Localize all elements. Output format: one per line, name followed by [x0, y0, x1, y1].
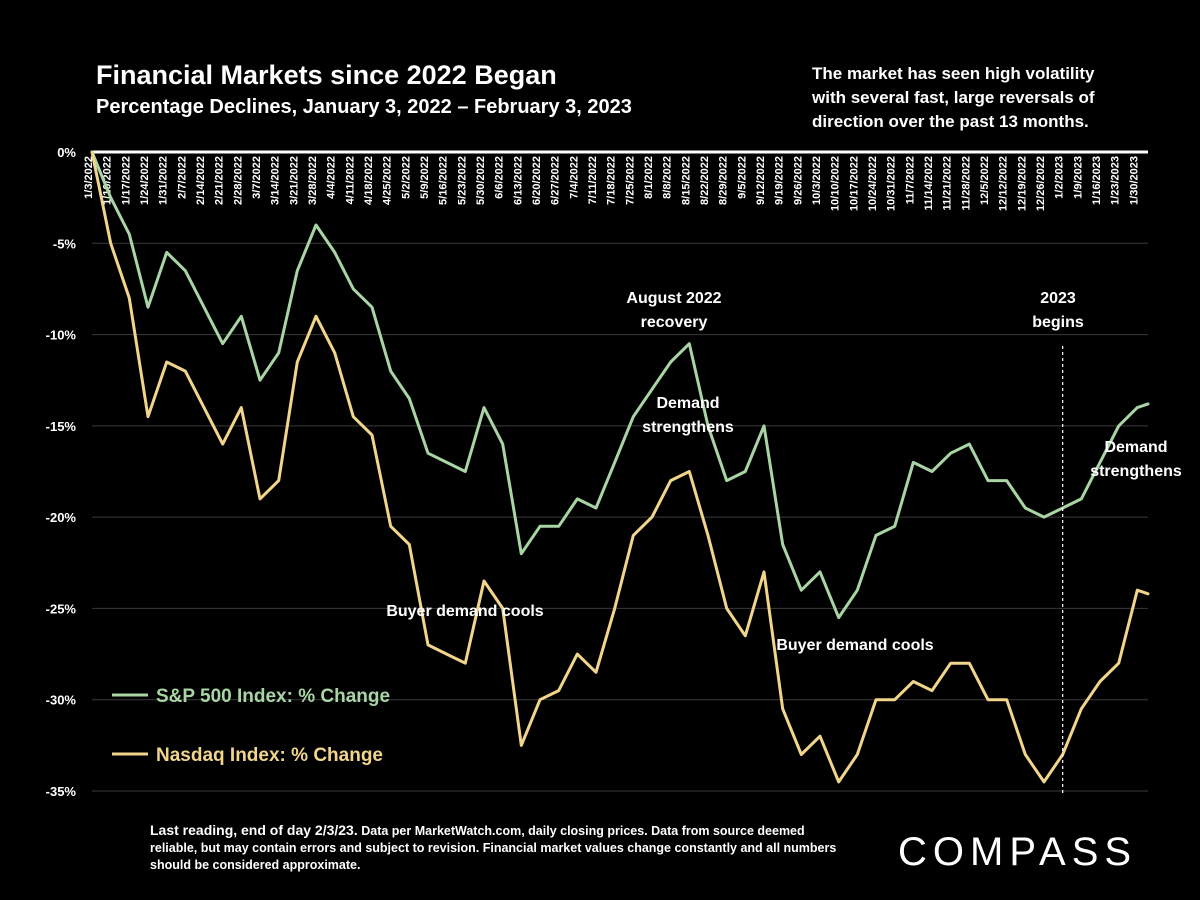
x-tick-label: 6/27/2022 — [550, 156, 562, 205]
x-tick-label: 6/13/2022 — [512, 156, 524, 205]
annotation-text: Buyer demand cools — [776, 637, 933, 654]
x-tick-label: 9/19/2022 — [774, 156, 786, 205]
x-tick-label: 2/14/2022 — [195, 156, 207, 205]
x-tick-label: 1/16/2023 — [1091, 156, 1103, 205]
legend-label: Nasdaq Index: % Change — [156, 745, 383, 766]
x-tick-label: 11/7/2022 — [904, 156, 916, 204]
x-tick-label: 12/5/2022 — [979, 156, 991, 205]
x-tick-label: 3/14/2022 — [270, 156, 282, 205]
y-tick-label: -15% — [46, 419, 77, 434]
footnote: Last reading, end of day 2/3/23. Data pe… — [150, 822, 850, 874]
note-line: The market has seen high volatility — [812, 64, 1095, 83]
x-tick-label: 12/19/2022 — [1016, 156, 1028, 211]
footnote-text: Data per MarketWatch.com, daily closing … — [150, 824, 837, 872]
annotation-text: Buyer demand cools — [386, 603, 543, 620]
x-tick-label: 7/11/2022 — [587, 156, 599, 204]
footnote-lead: Last reading, end of day 2/3/23. — [150, 822, 358, 838]
x-tick-label: 5/9/2022 — [419, 156, 431, 199]
x-tick-label: 9/5/2022 — [736, 156, 748, 199]
x-tick-label: 1/9/2023 — [1072, 156, 1084, 199]
x-tick-label: 8/15/2022 — [680, 156, 692, 205]
x-tick-label: 5/23/2022 — [456, 156, 468, 205]
chart-title: Financial Markets since 2022 Began — [96, 60, 557, 90]
annotation-text: strengthens — [1090, 463, 1182, 480]
y-tick-label: -10% — [46, 328, 77, 343]
nasdaq-series-line — [90, 150, 1150, 784]
x-tick-label: 6/6/2022 — [494, 156, 506, 199]
x-tick-label: 8/29/2022 — [718, 156, 730, 205]
x-tick-label: 1/17/2022 — [120, 156, 132, 205]
sp500-series-line — [90, 150, 1150, 620]
x-tick-label: 8/22/2022 — [699, 156, 711, 205]
y-tick-label: -25% — [46, 601, 77, 616]
x-tick-label: 8/1/2022 — [643, 156, 655, 199]
x-tick-label: 3/21/2022 — [288, 156, 300, 205]
x-tick-label: 2/7/2022 — [176, 156, 188, 199]
annotation-text: strengthens — [642, 419, 734, 436]
annotation-text: 2023 — [1040, 290, 1076, 307]
x-tick-label: 4/18/2022 — [363, 156, 375, 205]
note-line: with several fast, large reversals of — [812, 88, 1095, 107]
compass-logo: COMPASS — [898, 830, 1138, 874]
x-tick-label: 1/31/2022 — [158, 156, 170, 205]
annotation-text: recovery — [641, 314, 708, 331]
x-tick-label: 9/26/2022 — [792, 156, 804, 205]
y-tick-label: -5% — [53, 236, 77, 251]
note-line: direction over the past 13 months. — [812, 112, 1089, 131]
x-tick-label: 10/10/2022 — [830, 156, 842, 211]
x-tick-label: 11/21/2022 — [942, 156, 954, 210]
x-tick-label: 4/4/2022 — [326, 156, 338, 199]
annotation-text: Demand — [656, 395, 719, 412]
x-tick-label: 1/3/2022 — [83, 156, 95, 199]
x-tick-label: 11/14/2022 — [923, 156, 935, 210]
x-tick-label: 7/4/2022 — [568, 156, 580, 199]
annotation-text: Demand — [1104, 439, 1167, 456]
x-tick-label: 4/11/2022 — [344, 156, 356, 204]
x-tick-label: 1/30/2023 — [1128, 156, 1140, 205]
chart-subtitle: Percentage Declines, January 3, 2022 – F… — [96, 96, 632, 118]
annotation-text: begins — [1032, 314, 1084, 331]
x-tick-label: 5/16/2022 — [438, 156, 450, 205]
y-tick-label: -30% — [46, 693, 77, 708]
x-tick-label: 4/25/2022 — [382, 156, 394, 205]
legend-label: S&P 500 Index: % Change — [156, 686, 390, 707]
annotation-text: August 2022 — [626, 290, 721, 307]
y-tick-label: -35% — [46, 784, 77, 799]
x-tick-label: 7/18/2022 — [606, 156, 618, 205]
x-tick-label: 10/31/2022 — [886, 156, 898, 211]
x-tick-label: 1/24/2022 — [139, 156, 151, 205]
x-tick-label: 2/28/2022 — [232, 156, 244, 205]
x-tick-label: 7/25/2022 — [624, 156, 636, 205]
volatility-note: The market has seen high volatility with… — [812, 62, 1172, 134]
x-tick-label: 5/2/2022 — [400, 156, 412, 199]
y-tick-label: -20% — [46, 510, 77, 525]
x-tick-label: 12/12/2022 — [998, 156, 1010, 211]
x-tick-label: 3/7/2022 — [251, 156, 263, 199]
x-tick-label: 9/12/2022 — [755, 156, 767, 205]
x-tick-label: 11/28/2022 — [960, 156, 972, 210]
x-tick-label: 1/2/2023 — [1054, 156, 1066, 199]
x-tick-label: 6/20/2022 — [531, 156, 543, 205]
x-tick-label: 5/30/2022 — [475, 156, 487, 205]
x-tick-label: 8/8/2022 — [662, 156, 674, 199]
x-tick-label: 1/10/2022 — [102, 156, 114, 205]
x-tick-label: 10/17/2022 — [848, 156, 860, 211]
y-tick-label: 0% — [57, 145, 76, 160]
x-tick-label: 1/23/2023 — [1110, 156, 1122, 205]
x-tick-label: 10/3/2022 — [811, 156, 823, 205]
x-tick-label: 12/26/2022 — [1035, 156, 1047, 211]
x-tick-label: 2/21/2022 — [214, 156, 226, 205]
x-tick-label: 3/28/2022 — [307, 156, 319, 205]
x-tick-label: 10/24/2022 — [867, 156, 879, 211]
